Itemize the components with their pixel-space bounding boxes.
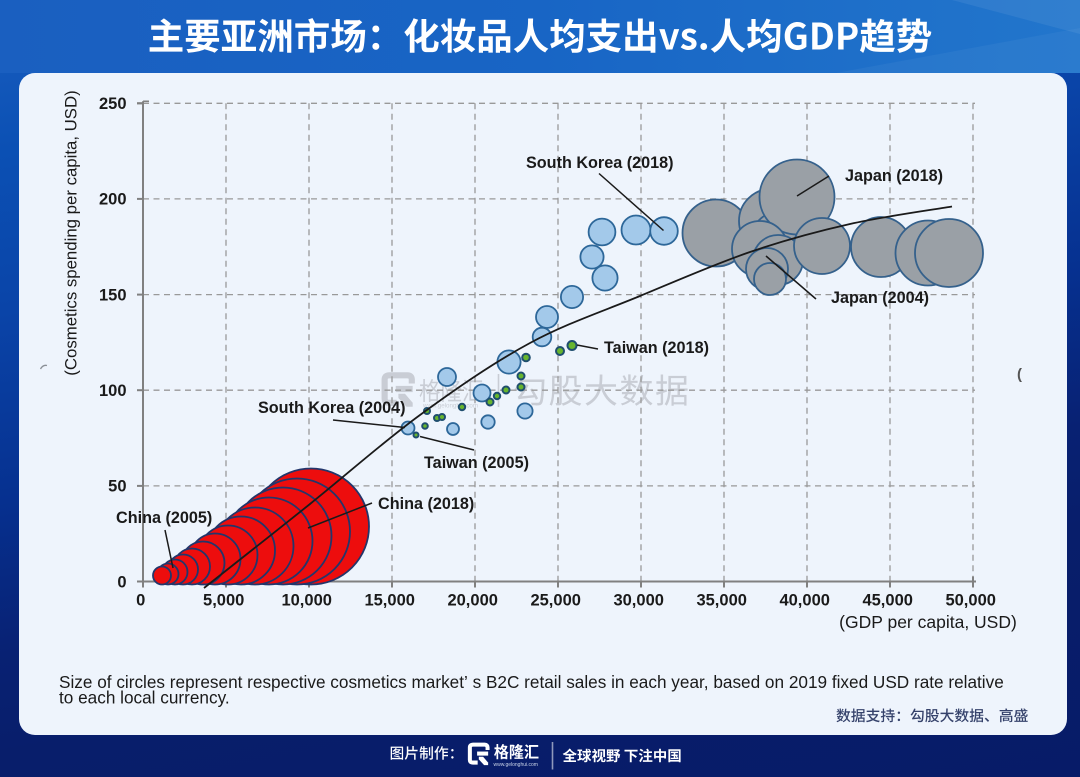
svg-text:0: 0 <box>117 573 126 591</box>
svg-text:Taiwan (2018): Taiwan (2018) <box>604 339 709 357</box>
svg-text:20,000: 20,000 <box>447 592 497 610</box>
svg-text:250: 250 <box>99 95 127 113</box>
svg-text:150: 150 <box>99 286 127 304</box>
svg-text:www.gelonghui.com: www.gelonghui.com <box>494 762 538 768</box>
svg-text:Japan (2004): Japan (2004) <box>831 289 929 307</box>
svg-text:Taiwan (2005): Taiwan (2005) <box>424 454 529 472</box>
svg-text:45,000: 45,000 <box>862 592 912 610</box>
svg-text:South Korea (2004): South Korea (2004) <box>258 399 406 417</box>
svg-text:to each local currency.: to each local currency. <box>59 688 230 708</box>
svg-text:0: 0 <box>136 592 145 610</box>
svg-text:5,000: 5,000 <box>203 592 244 610</box>
svg-text:100: 100 <box>99 382 127 400</box>
svg-text:40,000: 40,000 <box>779 592 829 610</box>
svg-text:30,000: 30,000 <box>613 592 663 610</box>
svg-text:10,000: 10,000 <box>281 592 331 610</box>
svg-text:South Korea (2018): South Korea (2018) <box>526 154 674 172</box>
svg-text:Japan (2018): Japan (2018) <box>845 167 943 185</box>
svg-text:China (2018): China (2018) <box>378 495 474 513</box>
svg-text:China (2005): China (2005) <box>116 509 212 527</box>
svg-text:(: ( <box>1017 366 1022 383</box>
svg-text:50: 50 <box>108 478 126 496</box>
svg-text:(GDP per capita, USD): (GDP per capita, USD) <box>839 612 1017 632</box>
svg-text:15,000: 15,000 <box>364 592 414 610</box>
svg-text:25,000: 25,000 <box>530 592 580 610</box>
svg-text:50,000: 50,000 <box>945 592 995 610</box>
svg-text:(Cosmetics spending per capita: (Cosmetics spending per capita, USD) <box>62 90 81 375</box>
svg-text:200: 200 <box>99 191 127 209</box>
svg-text:Size of circles represent resp: Size of circles represent respective cos… <box>59 672 1004 692</box>
svg-text:www.gelonghui.com: www.gelonghui.com <box>422 403 478 410</box>
svg-text:35,000: 35,000 <box>696 592 746 610</box>
